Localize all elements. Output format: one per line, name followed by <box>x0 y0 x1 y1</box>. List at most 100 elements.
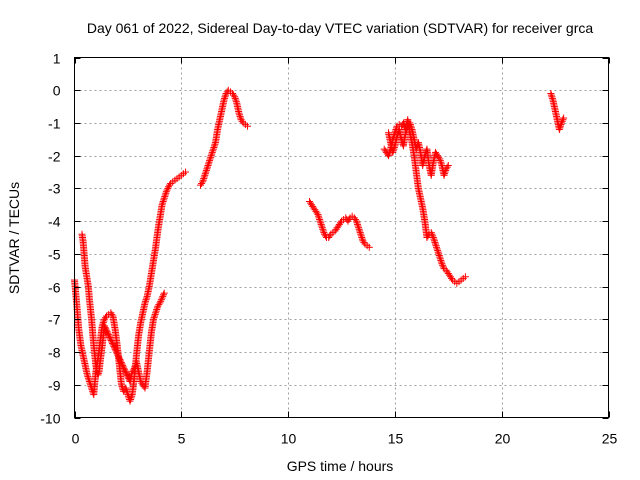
data-point <box>389 147 397 155</box>
data-point <box>103 328 111 336</box>
data-point <box>122 386 130 394</box>
data-point <box>353 219 361 227</box>
data-point <box>319 225 327 233</box>
data-point <box>117 381 125 389</box>
y-tick-label: -1 <box>48 116 61 132</box>
data-point <box>202 166 210 174</box>
data-point <box>232 96 240 104</box>
data-point <box>222 91 230 99</box>
data-point <box>560 114 568 122</box>
data-point <box>316 216 324 223</box>
data-point <box>351 216 359 223</box>
data-point <box>105 332 113 340</box>
data-point <box>443 163 451 171</box>
y-tick-label: -5 <box>48 247 61 263</box>
data-point <box>121 366 129 374</box>
data-point <box>157 296 165 304</box>
data-point <box>161 191 169 199</box>
data-point <box>444 162 452 169</box>
data-point <box>430 235 438 243</box>
data-point <box>431 240 439 248</box>
data-point <box>402 129 410 137</box>
data-point <box>556 122 564 130</box>
data-point <box>115 353 123 361</box>
x-tick-label: 5 <box>178 431 186 447</box>
data-point <box>203 163 211 171</box>
data-point <box>166 181 174 189</box>
data-point <box>547 90 555 97</box>
data-point <box>352 217 360 225</box>
data-point <box>548 93 556 101</box>
y-tick-label: -3 <box>48 181 61 197</box>
data-point <box>158 294 166 302</box>
data-point <box>198 180 206 187</box>
data-point <box>100 317 108 325</box>
data-point <box>160 291 167 299</box>
data-point <box>210 144 218 151</box>
data-point <box>433 245 441 253</box>
data-point <box>315 212 323 220</box>
data-point <box>336 219 344 227</box>
data-point <box>230 91 238 99</box>
data-point <box>406 121 414 129</box>
data-point <box>200 173 208 181</box>
data-point <box>99 319 107 327</box>
data-point <box>102 325 110 333</box>
data-point <box>128 392 136 400</box>
data-point <box>435 252 443 259</box>
data-point <box>108 338 116 346</box>
data-point <box>429 234 437 241</box>
data-point <box>201 171 209 179</box>
data-point <box>437 258 445 266</box>
data-point <box>317 219 325 227</box>
data-point <box>84 373 92 381</box>
data-point <box>357 230 365 238</box>
data-point <box>159 199 167 207</box>
data-point <box>441 170 449 178</box>
data-point <box>547 91 555 99</box>
data-point <box>319 227 327 235</box>
data-point <box>358 235 366 243</box>
y-tick-label: -8 <box>48 345 61 361</box>
data-point <box>317 220 325 228</box>
data-point <box>119 361 127 369</box>
data-point <box>157 297 165 305</box>
data-point <box>206 155 214 163</box>
data-point <box>385 150 393 158</box>
plot-frame <box>74 57 609 418</box>
data-point <box>152 309 160 317</box>
data-point <box>211 140 219 148</box>
data-point <box>162 188 170 196</box>
data-point <box>108 310 116 318</box>
data-point <box>432 242 440 250</box>
data-point <box>201 170 209 178</box>
data-point <box>163 186 171 194</box>
data-point <box>152 307 160 315</box>
data-point <box>162 189 170 197</box>
data-point <box>182 168 190 176</box>
data-point <box>557 121 565 129</box>
data-point <box>221 93 229 101</box>
axis-ticks <box>74 57 610 419</box>
data-point <box>220 96 228 104</box>
data-point <box>95 369 103 377</box>
y-tick-label: 0 <box>53 83 61 99</box>
data-point <box>104 331 112 339</box>
x-tick-label: 0 <box>72 431 80 447</box>
data-point <box>101 314 109 322</box>
data-point <box>155 301 163 309</box>
data-point <box>406 119 414 127</box>
data-point <box>440 171 448 179</box>
data-point <box>231 94 239 102</box>
data-point <box>199 176 207 184</box>
data-point <box>119 363 127 371</box>
data-point <box>559 116 567 124</box>
data-point <box>121 367 129 375</box>
data-point <box>150 314 158 322</box>
data-point <box>355 225 363 233</box>
data-point <box>123 370 131 378</box>
data-point <box>109 341 117 349</box>
data-point <box>437 256 445 264</box>
x-tick-label: 10 <box>281 431 297 447</box>
